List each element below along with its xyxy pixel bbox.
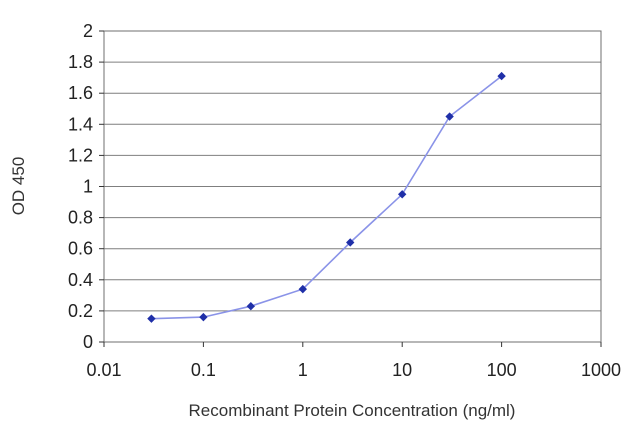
y-tick-label: 1.2 (68, 145, 93, 165)
data-point (199, 312, 208, 322)
data-point (497, 71, 506, 81)
y-tick-label: 1 (83, 177, 93, 197)
y-tick-label: 0 (83, 332, 93, 352)
x-tick-label: 10 (392, 360, 412, 380)
y-axis-title: OD 450 (9, 157, 28, 216)
series-line (151, 75, 503, 320)
data-point (246, 302, 256, 311)
data-point (398, 190, 407, 199)
data-point (346, 238, 355, 247)
x-tick-label: 0.1 (191, 360, 216, 380)
x-tick-label: 1000 (581, 360, 621, 380)
y-tick-label: 1.6 (68, 83, 93, 103)
y-tick-label: 1.8 (68, 52, 93, 72)
y-tick-label: 0.6 (68, 239, 93, 259)
y-tick-labels: 0 0.2 0.4 0.6 0.8 1 1.2 1.4 1.6 1.8 2 (68, 21, 93, 352)
series-layer (147, 71, 506, 323)
x-tick-label: 1 (298, 360, 308, 380)
y-tick-label: 2 (83, 21, 93, 41)
data-point (445, 112, 454, 121)
axis-ticks (99, 30, 602, 347)
y-tick-label: 1.4 (68, 114, 93, 134)
data-point (147, 314, 156, 323)
y-tick-label: 0.8 (68, 208, 93, 228)
data-point (298, 284, 307, 294)
x-tick-labels: 0.01 0.1 1 10 100 1000 (86, 360, 621, 380)
x-axis-title: Recombinant Protein Concentration (ng/ml… (189, 401, 516, 420)
x-tick-label: 0.01 (86, 360, 121, 380)
y-tick-label: 0.2 (68, 301, 93, 321)
grid-lines (104, 61, 601, 312)
y-tick-label: 0.4 (68, 270, 93, 290)
x-tick-label: 100 (487, 360, 517, 380)
